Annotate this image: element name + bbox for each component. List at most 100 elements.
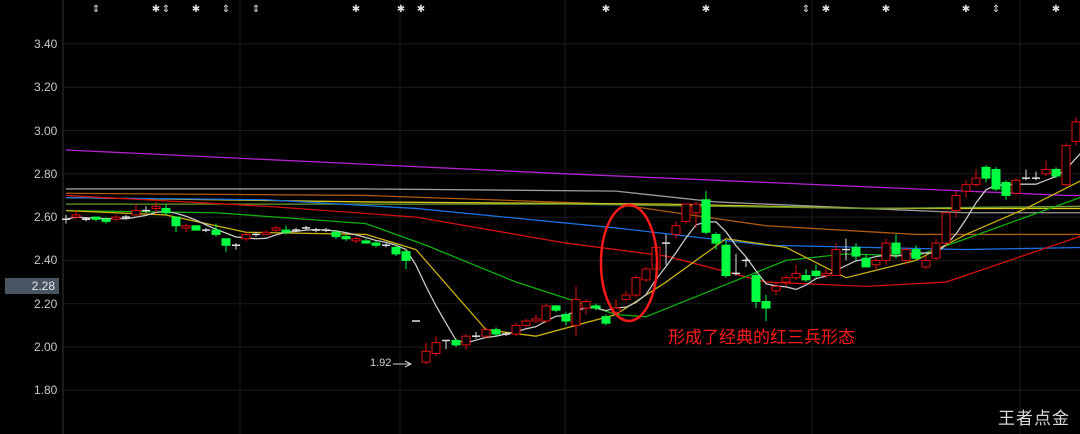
candle-body bbox=[931, 242, 941, 259]
candle-body bbox=[531, 318, 541, 322]
candle-body bbox=[641, 268, 651, 281]
candle-body bbox=[181, 225, 191, 229]
top-event-marker-icon: ⇕ bbox=[222, 4, 230, 15]
candle-body bbox=[451, 340, 461, 346]
candle-body bbox=[851, 246, 861, 257]
candle-body bbox=[671, 225, 681, 235]
candle-body bbox=[801, 275, 811, 281]
candle-body bbox=[781, 277, 791, 283]
candle-body bbox=[1061, 145, 1071, 186]
top-event-marker-icon: ✱ bbox=[352, 4, 360, 15]
candle-body bbox=[1011, 179, 1021, 194]
candle-body bbox=[161, 207, 171, 214]
moving-average-line bbox=[65, 196, 1080, 251]
moving-average-line bbox=[66, 203, 1080, 210]
candle-body bbox=[341, 236, 351, 240]
candle-body bbox=[331, 231, 341, 238]
candle-body bbox=[391, 246, 401, 255]
top-event-marker-icon: ⇕ bbox=[802, 4, 810, 15]
candle-body bbox=[401, 251, 411, 261]
y-tick-label: 3.20 bbox=[34, 80, 58, 95]
moving-average-line bbox=[65, 196, 1080, 210]
candle-body bbox=[861, 257, 871, 268]
top-event-marker-icon: ✱ bbox=[192, 4, 200, 15]
low-price-label: 1.92 bbox=[370, 357, 392, 369]
candle-body bbox=[461, 335, 471, 346]
y-tick-label: 2.40 bbox=[34, 253, 58, 268]
candle-body bbox=[1041, 168, 1051, 175]
candle-body bbox=[581, 301, 591, 309]
candle-body bbox=[721, 244, 731, 277]
candle-body bbox=[591, 305, 601, 309]
candle-body bbox=[871, 259, 881, 266]
top-event-marker-icon: ✱ bbox=[882, 4, 890, 15]
candle-body bbox=[481, 329, 491, 337]
top-event-marker-icon: ⇕ bbox=[162, 4, 170, 15]
candle-body bbox=[941, 212, 951, 244]
candle-body bbox=[101, 218, 111, 222]
candle-body bbox=[621, 294, 631, 300]
candle-body bbox=[711, 233, 721, 244]
candle-body bbox=[751, 275, 761, 303]
candle-body bbox=[211, 229, 221, 235]
candle-body bbox=[171, 216, 181, 227]
top-event-marker-icon: ✱ bbox=[397, 4, 405, 15]
candle-body bbox=[811, 270, 821, 277]
candle-body bbox=[191, 225, 201, 231]
candle-body bbox=[281, 229, 291, 233]
candle-body bbox=[371, 242, 381, 246]
candle-body bbox=[571, 298, 581, 326]
candle-body bbox=[551, 305, 561, 311]
candle-body bbox=[511, 324, 521, 335]
candle-body bbox=[541, 305, 551, 322]
y-tick-label: 2.80 bbox=[34, 166, 58, 181]
candle-body bbox=[981, 166, 991, 179]
candle-body bbox=[1071, 121, 1080, 142]
top-event-marker-icon: ⇕ bbox=[992, 4, 1000, 15]
candle-body bbox=[271, 227, 281, 231]
moving-average-line bbox=[65, 149, 1080, 197]
candle-body bbox=[891, 242, 901, 255]
candle-body bbox=[561, 314, 571, 322]
top-event-marker-icon: ✱ bbox=[417, 4, 425, 15]
y-tick-label: 2.20 bbox=[34, 296, 58, 311]
top-event-marker-icon: ✱ bbox=[702, 4, 710, 15]
pattern-highlight-ellipse bbox=[599, 203, 659, 323]
candle-body bbox=[881, 242, 891, 261]
candle-body bbox=[601, 316, 611, 324]
top-event-marker-icon: ✱ bbox=[1052, 4, 1060, 15]
candle-body bbox=[991, 168, 1001, 190]
candle-body bbox=[701, 199, 711, 233]
candle-body bbox=[431, 342, 441, 354]
moving-average-line bbox=[66, 188, 1080, 214]
candle-body bbox=[681, 203, 691, 222]
candle-body bbox=[921, 259, 931, 268]
y-tick-label: 3.40 bbox=[34, 36, 58, 51]
top-event-marker-icon: ⇕ bbox=[252, 4, 260, 15]
pattern-annotation: 形成了经典的红三兵形态 bbox=[668, 328, 855, 347]
candle-body bbox=[911, 249, 921, 259]
candle-body bbox=[771, 285, 781, 292]
top-event-marker-icon: ✱ bbox=[822, 4, 830, 15]
candle-body bbox=[131, 210, 141, 216]
candle-body bbox=[631, 277, 641, 296]
low-arrowhead-icon bbox=[404, 360, 413, 368]
candle-body bbox=[961, 184, 971, 192]
candle-body bbox=[521, 320, 531, 326]
candle-body bbox=[361, 240, 371, 244]
y-tick-label: 3.00 bbox=[34, 123, 58, 138]
candle-body bbox=[351, 238, 361, 242]
candle-body bbox=[221, 238, 231, 246]
candle-body bbox=[821, 272, 831, 277]
candle-body bbox=[831, 249, 841, 277]
candle-body bbox=[761, 301, 771, 309]
moving-average-line bbox=[65, 196, 1080, 318]
candle-body bbox=[951, 194, 961, 212]
candle-body bbox=[971, 177, 981, 186]
candle-body bbox=[491, 329, 501, 335]
candle-body bbox=[151, 205, 161, 209]
top-event-marker-icon: ✱ bbox=[962, 4, 970, 15]
candle-body bbox=[791, 272, 801, 279]
candle-body bbox=[111, 216, 121, 220]
